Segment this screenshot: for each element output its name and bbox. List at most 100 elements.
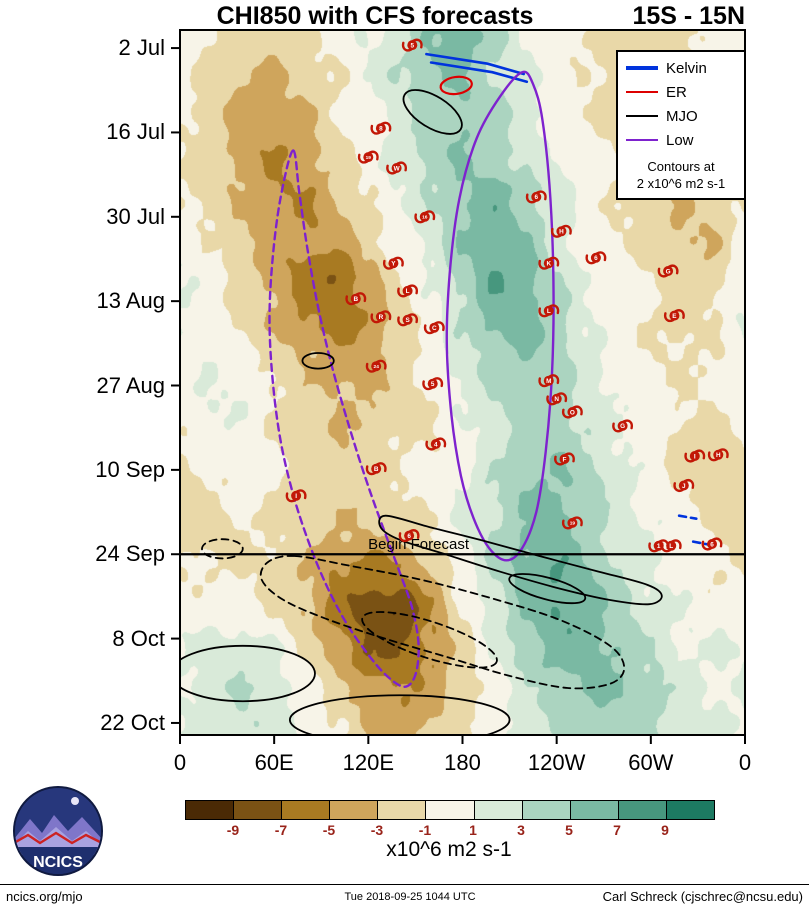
er-contour: [439, 75, 473, 96]
legend-item-label: MJO: [666, 107, 698, 125]
colorbar-cell: [522, 801, 571, 819]
mjo-contour: [301, 352, 335, 370]
svg-text:N: N: [554, 396, 559, 403]
colorbar-cell: [186, 801, 235, 819]
svg-text:M: M: [546, 378, 551, 385]
colorbar-cell: [330, 801, 379, 819]
tropical-cyclone-marker: G: [612, 419, 634, 433]
svg-text:H: H: [559, 229, 564, 236]
svg-text:I: I: [295, 493, 297, 500]
mjo-contour: [508, 573, 587, 605]
low-contour: [445, 70, 555, 562]
footer-credit: Carl Schreck (cjschrec@ncsu.edu): [602, 889, 803, 904]
colorbar: [185, 800, 715, 820]
mjo-contour: [259, 555, 626, 690]
tropical-cyclone-marker: E: [663, 309, 685, 323]
tropical-cyclone-marker: 1: [648, 539, 670, 553]
svg-text:6: 6: [594, 255, 598, 262]
y-axis-label: 27 Aug: [96, 372, 165, 398]
x-axis-label: 60E: [254, 750, 294, 775]
svg-text:5: 5: [411, 42, 415, 49]
tropical-cyclone-marker: B: [365, 462, 387, 476]
mjo-contour: [378, 514, 663, 606]
tropical-cyclone-marker: B: [345, 292, 367, 306]
legend-item-kelvin: Kelvin: [618, 56, 744, 80]
svg-text:6: 6: [535, 194, 539, 201]
legend-note-line2: 2 x10^6 m2 s-1: [636, 176, 726, 191]
colorbar-tick-label: 5: [565, 822, 573, 838]
tropical-cyclone-marker: O: [561, 405, 583, 419]
colorbar-cell: [234, 801, 283, 819]
colorbar-tick-label: -9: [226, 822, 240, 838]
svg-text:L: L: [669, 543, 673, 550]
begin-forecast-label: Begin Forecast: [368, 536, 470, 553]
colorbar-unit-label: x10^6 m2 s-1: [386, 838, 512, 861]
legend-item-low: Low: [618, 128, 744, 152]
svg-text:4: 4: [434, 441, 438, 448]
colorbar-tick-label: -1: [418, 822, 432, 838]
x-axis-label: 120W: [527, 750, 586, 775]
svg-text:5: 5: [431, 381, 435, 388]
tropical-cyclone-marker: H: [707, 448, 729, 462]
svg-text:B: B: [353, 296, 358, 303]
legend-item-label: ER: [666, 83, 687, 101]
kelvin-contour: [677, 514, 698, 520]
tropical-cyclone-marker: I: [684, 449, 706, 463]
tropical-cyclone-marker: F: [554, 452, 575, 466]
tropical-cyclone-marker: 6: [398, 529, 420, 543]
colorbar-cell: [474, 801, 523, 819]
svg-text:L: L: [406, 288, 410, 295]
svg-text:16: 16: [422, 215, 428, 221]
latitude-band-label: 15S - 15N: [632, 2, 745, 30]
legend-line-sample: [626, 114, 658, 118]
kelvin-contour: [425, 52, 525, 76]
tropical-cyclone-marker: Y: [382, 256, 404, 270]
tropical-cyclone-marker: L: [397, 284, 419, 298]
tropical-cyclone-marker: N: [546, 392, 568, 406]
svg-text:B: B: [374, 466, 379, 473]
logo-text: NCICS: [33, 854, 83, 871]
tropical-cyclone-marker: 6: [701, 537, 723, 551]
svg-text:L: L: [547, 308, 551, 315]
tropical-cyclone-marker: J: [673, 478, 695, 493]
legend-item-er: ER: [618, 80, 744, 104]
tropical-cyclone-marker: 24: [365, 359, 387, 373]
svg-text:1: 1: [657, 543, 661, 550]
svg-text:J: J: [682, 483, 686, 490]
y-axis-label: 2 Jul: [118, 35, 165, 61]
svg-text:6: 6: [710, 541, 714, 548]
mjo-contour: [361, 611, 498, 669]
tropical-cyclone-marker: H: [550, 224, 572, 238]
tropical-cyclone-marker: S: [397, 313, 419, 327]
page-title: CHI850 with CFS forecasts: [216, 2, 534, 30]
footer-timestamp: Tue 2018-09-25 1044 UTC: [344, 891, 476, 903]
colorbar-cell: [378, 801, 427, 819]
mjo-contour: [402, 89, 463, 135]
x-axis-label: 60W: [628, 750, 674, 775]
logo-art: NCICS: [15, 788, 101, 874]
x-axis-label: 120E: [342, 750, 395, 775]
footer-divider: [0, 884, 809, 885]
tropical-cyclone-marker: R: [370, 310, 392, 324]
y-axis-label: 8 Oct: [112, 625, 165, 651]
tropical-cyclone-marker: 8: [370, 121, 392, 135]
svg-text:I: I: [694, 453, 696, 460]
footer-url: ncics.org/mjo: [6, 889, 83, 904]
tropical-cyclone-marker: 19: [357, 150, 379, 164]
svg-text:G: G: [620, 423, 625, 430]
legend-line-sample: [626, 138, 658, 142]
low-contour: [268, 149, 420, 689]
tropical-cyclone-marker: L: [660, 539, 682, 553]
svg-text:O: O: [570, 409, 575, 416]
colorbar-tick-label: -5: [322, 822, 336, 838]
svg-text:H: H: [716, 452, 721, 459]
svg-text:W: W: [394, 165, 401, 172]
y-axis-label: 13 Aug: [96, 288, 165, 314]
mjo-contour: [180, 644, 316, 703]
colorbar-cell: [282, 801, 331, 819]
legend-item-label: Low: [666, 131, 694, 149]
x-axis-label: 0: [173, 750, 187, 775]
